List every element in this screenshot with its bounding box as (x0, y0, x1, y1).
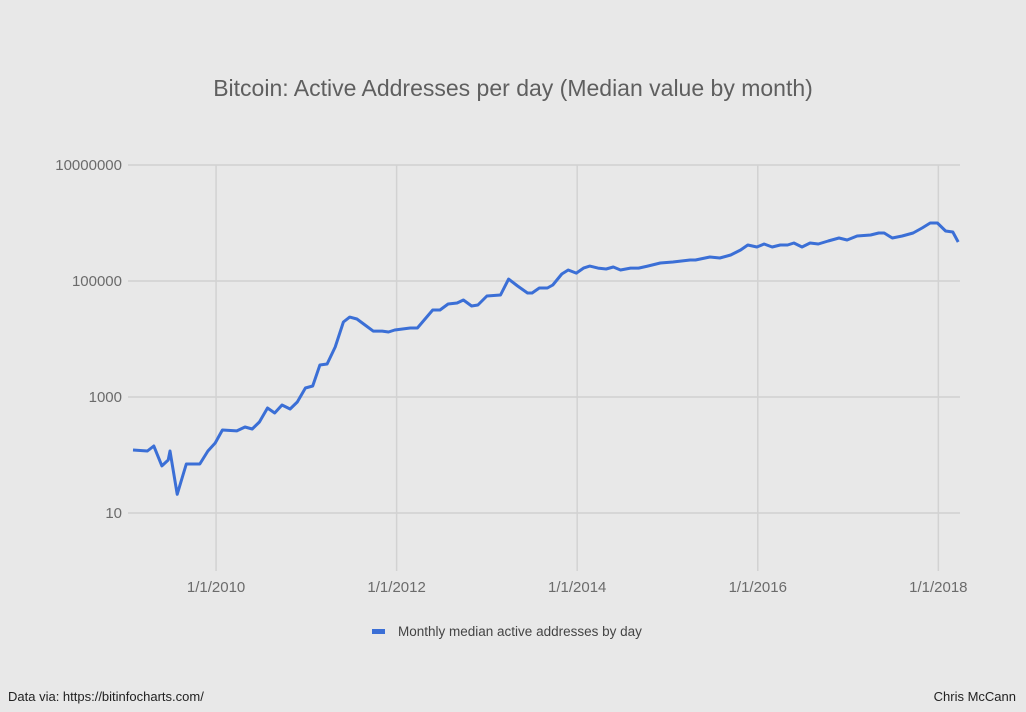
y-tick-label: 100000 (72, 273, 122, 290)
x-tick-label: 1/1/2018 (909, 579, 967, 596)
gridlines (128, 164, 960, 571)
y-tick-label: 10000000 (55, 157, 122, 174)
legend[interactable]: Monthly median active addresses by day (372, 624, 642, 639)
author-credit: Chris McCann (933, 689, 1016, 704)
legend-label: Monthly median active addresses by day (398, 624, 642, 639)
series-layer (132, 221, 960, 496)
x-tick-label: 1/1/2014 (548, 579, 606, 596)
series-line (132, 221, 960, 496)
y-tick-label: 10 (105, 505, 122, 522)
x-tick-label: 1/1/2012 (367, 579, 425, 596)
x-axis-ticks: 1/1/2010 1/1/2012 1/1/2014 1/1/2016 1/1/2018 (187, 579, 968, 596)
y-axis-ticks: 10 1000 100000 10000000 (55, 157, 122, 522)
x-tick-label: 1/1/2010 (187, 579, 245, 596)
legend-swatch (372, 629, 385, 634)
chart-title: Bitcoin: Active Addresses per day (Media… (213, 75, 813, 101)
y-tick-label: 1000 (89, 389, 122, 406)
data-source-note: Data via: https://bitinfocharts.com/ (8, 689, 204, 704)
x-tick-label: 1/1/2016 (729, 579, 787, 596)
